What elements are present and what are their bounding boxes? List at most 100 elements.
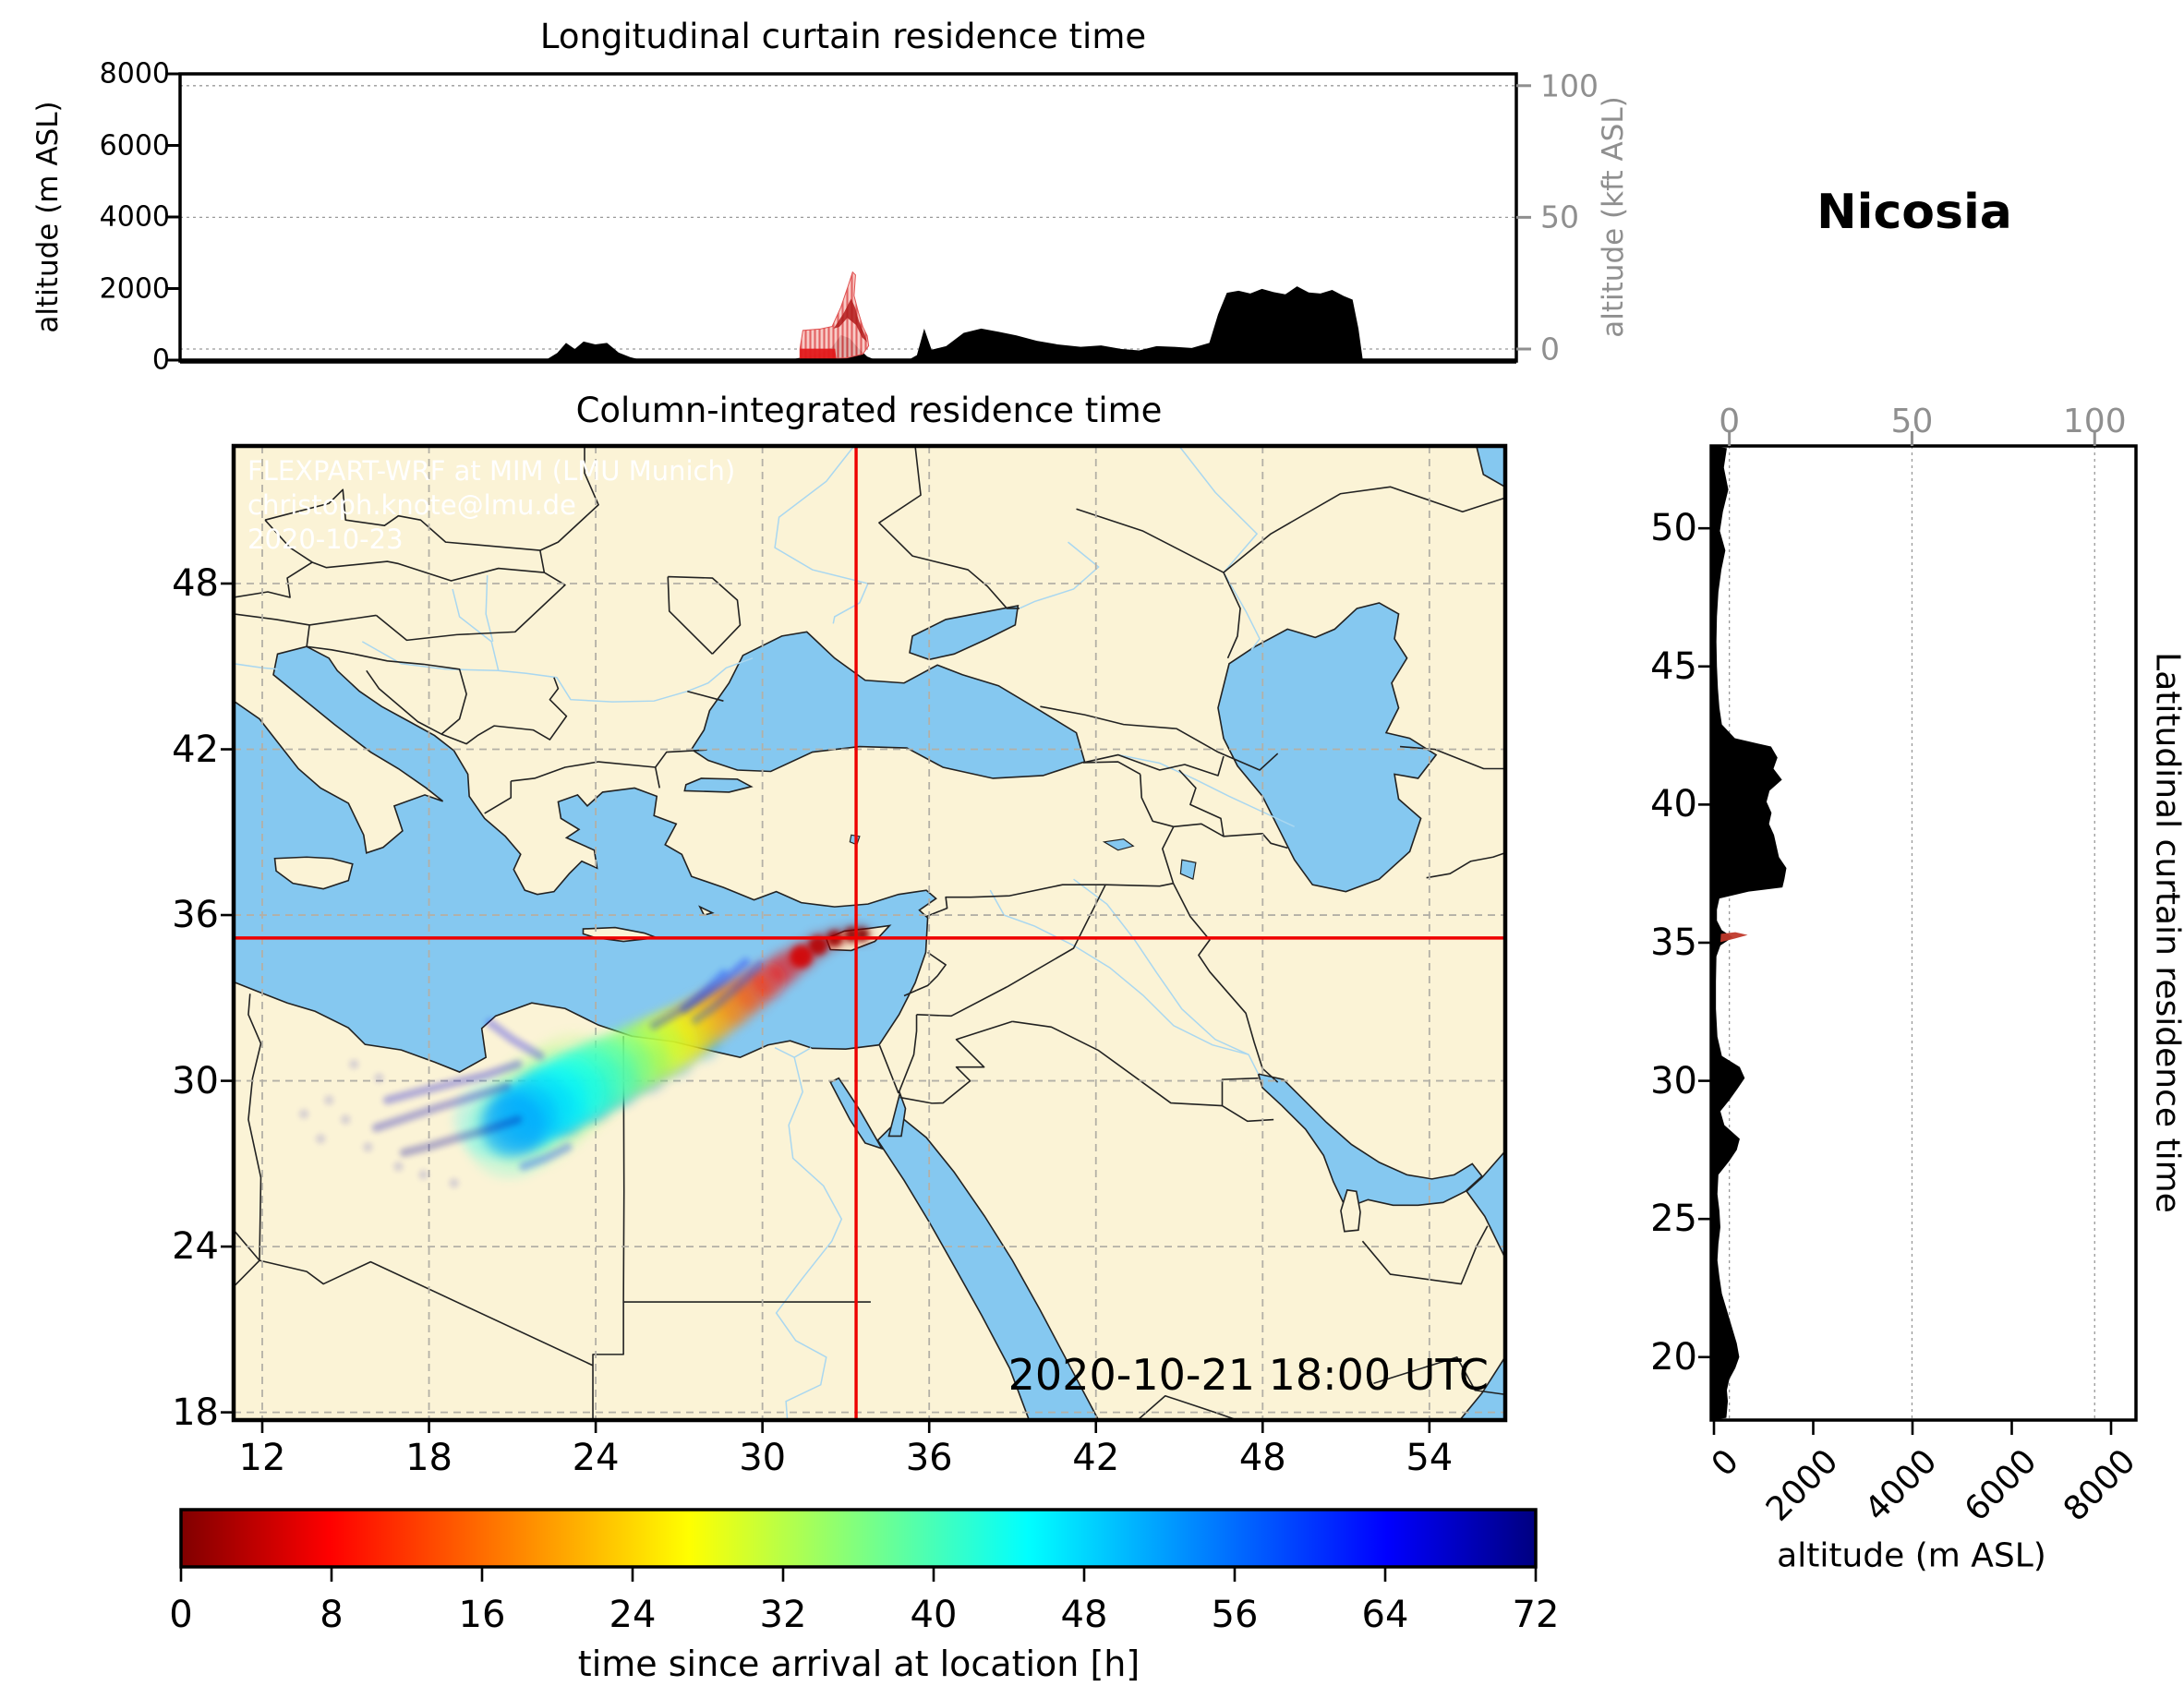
top-kft-tick-0: 0 — [1540, 331, 1560, 367]
border-egypt-israel — [880, 1045, 899, 1093]
river-dnieper — [775, 446, 868, 623]
map-xtick-18: 18 — [405, 1437, 452, 1479]
top-ytick-2000: 2000 — [99, 272, 170, 305]
right-panel-xlabel: altitude (m ASL) — [1777, 1536, 2046, 1575]
map-xtick-30: 30 — [739, 1437, 787, 1479]
border-tunisia-libya-algeria — [248, 994, 261, 1260]
map-xtick-54: 54 — [1406, 1437, 1454, 1479]
border-syria-iraq — [1007, 885, 1105, 987]
right-kft-tick-0: 0 — [1719, 403, 1741, 440]
border-libya-chad — [259, 1260, 593, 1366]
border-lebanon-syria — [917, 952, 947, 990]
right-lat-tick-25: 25 — [1650, 1198, 1697, 1241]
top-ytick-4000: 4000 — [99, 200, 170, 234]
colorbar — [179, 1508, 1538, 1569]
right-panel-gridlines — [1729, 446, 2095, 1420]
border-syria-jordan — [917, 987, 1008, 1016]
colorbar-tick-56: 56 — [1211, 1594, 1259, 1636]
river-danube — [452, 589, 753, 702]
map-panel — [234, 446, 1505, 1420]
map-ytick-30: 30 — [172, 1059, 219, 1102]
border-romania-bulgaria-east — [687, 692, 723, 701]
colorbar-tick-64: 64 — [1361, 1594, 1409, 1636]
top-panel-title: Longitudinal curtain residence time — [539, 17, 1147, 56]
map-xtick-12: 12 — [238, 1437, 286, 1479]
colorbar-tick-32: 32 — [759, 1594, 807, 1636]
island-rhodes — [700, 907, 713, 915]
border-jordan-saudi — [899, 1021, 1012, 1103]
map-xtick-48: 48 — [1238, 1437, 1286, 1479]
top-kft-tick-50: 50 — [1540, 199, 1579, 235]
river-tigris — [1074, 879, 1249, 1054]
right-lat-tick-20: 20 — [1650, 1335, 1697, 1379]
river-nile — [777, 1057, 842, 1420]
map-xtick-42: 42 — [1072, 1437, 1120, 1479]
map-timestamp: 2020-10-21 18:00 UTC — [1008, 1350, 1489, 1400]
border-poland-ukraine — [540, 446, 598, 550]
right-lat-tick-35: 35 — [1650, 921, 1697, 964]
right-lat-tick-30: 30 — [1650, 1059, 1697, 1102]
right-panel-red-plume — [1719, 932, 1748, 943]
border-turkey-iran-armenia — [1140, 774, 1174, 883]
border-central-europe — [234, 489, 544, 597]
station-title: Nicosia — [1816, 185, 2012, 240]
map-tickmarks — [221, 582, 1431, 1433]
map-plume-layer — [299, 925, 871, 1188]
border-balkans-south — [485, 750, 707, 813]
river-don — [1020, 542, 1099, 608]
border-iraq-iran — [1174, 884, 1278, 1082]
top-panel-ylabel-right: altitude (kft ASL) — [1597, 96, 1630, 338]
map-ytick-42: 42 — [172, 728, 219, 771]
river-nile-delta — [775, 1048, 811, 1057]
right-panel-frame — [1709, 444, 2138, 1422]
persian-gulf — [1259, 1074, 1482, 1208]
colorbar-tick-40: 40 — [910, 1594, 958, 1636]
right-panel-terrain — [1711, 446, 1787, 1420]
right-lat-tick-45: 45 — [1650, 644, 1697, 688]
map-xtick-24: 24 — [572, 1437, 620, 1479]
right-lat-tick-40: 40 — [1650, 783, 1697, 826]
top-panel-red-plume — [799, 271, 870, 361]
map-ytick-48: 48 — [172, 562, 219, 605]
map-crosshair — [234, 446, 1505, 1420]
rivers — [234, 446, 1295, 1420]
watermark-line-3: 2020-10-23 — [247, 524, 404, 555]
border-egypt-sudan-jog — [593, 1302, 623, 1420]
map-frame — [231, 443, 1508, 1423]
colorbar-tick-24: 24 — [609, 1594, 657, 1636]
right-panel-title: Latitudinal curtain residence time — [2148, 652, 2184, 1213]
sea-of-azov — [910, 606, 1018, 659]
sea-of-marmara — [684, 778, 751, 792]
right-kft-tick-100: 100 — [2062, 403, 2127, 440]
lake-urmia — [1180, 860, 1196, 879]
top-panel-ylabel-left: altitude (m ASL) — [31, 101, 65, 333]
top-kft-tick-100: 100 — [1540, 67, 1599, 104]
border-israel-lebanon — [904, 990, 917, 995]
border-croatia-bosnia-serbia — [354, 654, 566, 743]
border-slovenia — [234, 614, 376, 654]
border-israel-jordan — [899, 1015, 917, 1093]
colorbar-tick-8: 8 — [320, 1594, 344, 1636]
map-title: Column-integrated residence time — [575, 391, 1163, 430]
map-xtick-36: 36 — [905, 1437, 953, 1479]
map-gridlines — [234, 446, 1505, 1420]
border-turkmen-iran — [1400, 747, 1505, 878]
lake-van — [1104, 839, 1134, 850]
red-sea — [877, 1120, 1098, 1420]
border-kuwait — [1222, 1078, 1273, 1122]
map-watermark: FLEXPART-WRF at MIM (LMU Munich) christo… — [247, 454, 735, 557]
gulf-of-aqaba — [888, 1093, 905, 1136]
watermark-line-2: christoph.knote@lmu.de — [247, 489, 576, 521]
border-ukraine-russia — [879, 446, 1020, 608]
river-kura — [1118, 755, 1295, 827]
right-lat-tick-50: 50 — [1650, 507, 1697, 550]
colorbar-tick-16: 16 — [458, 1594, 506, 1636]
right-panel-tickmarks — [1698, 431, 2113, 1435]
black-sea — [692, 632, 1085, 778]
watermark-line-1: FLEXPART-WRF at MIM (LMU Munich) — [247, 455, 736, 487]
river-sava — [362, 642, 498, 670]
top-panel-tickmarks — [165, 72, 1531, 362]
colorbar-label: time since arrival at location [h] — [577, 1644, 1140, 1684]
